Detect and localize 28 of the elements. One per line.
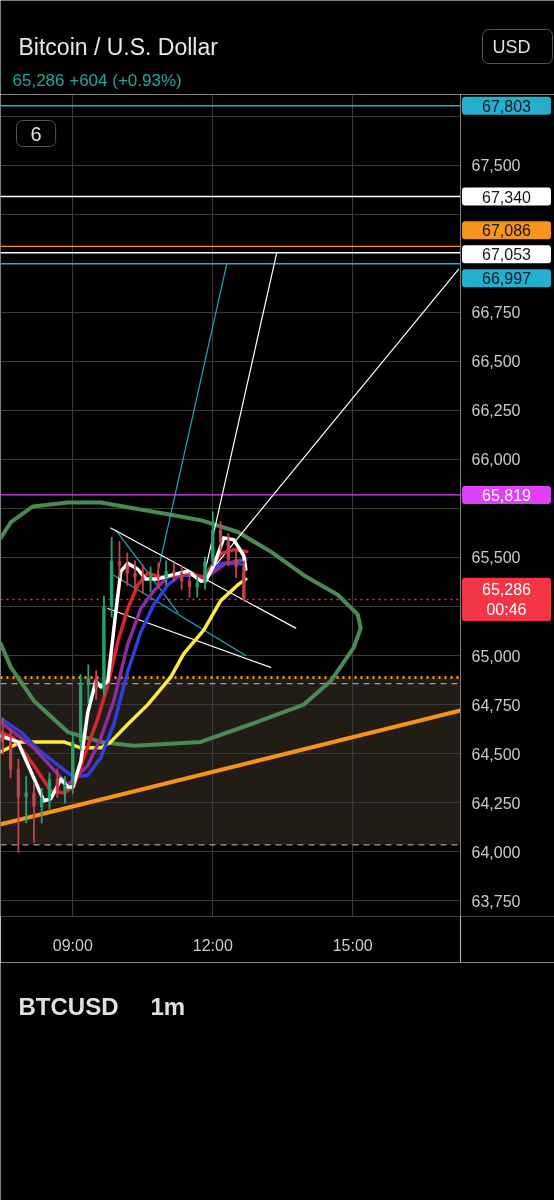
text: 1m xyxy=(150,993,186,1020)
y-tick-label: 65,500 xyxy=(471,549,521,567)
y-tick-label: 67,500 xyxy=(471,157,521,175)
ref-line-label: 67,053 xyxy=(482,246,532,264)
x-tick-label: 09:00 xyxy=(52,936,93,954)
y-tick-label: 66,250 xyxy=(471,402,521,420)
y-tick-label: 64,000 xyxy=(471,843,521,861)
text: BTCUSD xyxy=(18,993,119,1020)
ref-line-label: 67,086 xyxy=(482,222,532,240)
ref-line-label: 67,803 xyxy=(482,97,532,115)
ref-line-label: 66,997 xyxy=(482,270,532,288)
x-tick-label: 12:00 xyxy=(192,936,233,954)
y-tick-label: 66,750 xyxy=(471,304,521,322)
ref-line-label: 65,819 xyxy=(482,486,532,504)
y-tick-label: 63,750 xyxy=(471,892,521,910)
annotation: 6 xyxy=(30,122,42,145)
ref-line-label: 67,340 xyxy=(482,188,532,206)
y-tick-label: 64,500 xyxy=(471,745,521,763)
y-tick-label: 65,000 xyxy=(471,647,521,665)
ref-line-label: 65,286 00:46 xyxy=(482,580,532,619)
y-tick-label: 64,750 xyxy=(471,696,521,714)
text: USD xyxy=(492,36,531,57)
chart-subtitle: 65,286 +604 (+0.93%) xyxy=(12,71,182,90)
y-tick-label: 66,000 xyxy=(471,451,521,469)
y-tick-label: 66,500 xyxy=(471,353,521,371)
x-tick-label: 15:00 xyxy=(332,936,373,954)
y-tick-label: 64,250 xyxy=(471,794,521,812)
chart-title: Bitcoin / U.S. Dollar xyxy=(18,33,219,60)
